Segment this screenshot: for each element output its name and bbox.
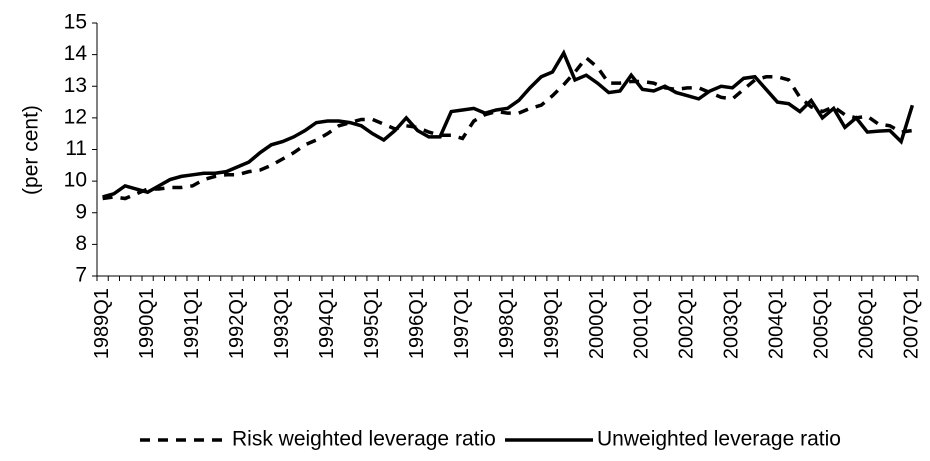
x-tick-label: 2002Q1 — [676, 288, 698, 359]
x-tick-label: 2004Q1 — [766, 288, 788, 359]
x-tick-label: 1994Q1 — [316, 288, 338, 359]
y-tick-label: 14 — [64, 42, 88, 65]
x-tick-label: 1993Q1 — [271, 288, 293, 359]
x-tick-label: 1999Q1 — [541, 288, 563, 359]
x-tick-label: 1992Q1 — [226, 288, 248, 359]
x-tick-label: 1995Q1 — [361, 288, 383, 359]
x-tick-label: 1998Q1 — [496, 288, 518, 359]
y-axis-label: (per cent) — [20, 105, 43, 195]
y-tick-label: 7 — [75, 264, 87, 287]
y-tick-label: 8 — [75, 232, 87, 255]
x-tick-label: 2007Q1 — [901, 288, 923, 359]
x-tick-label: 2001Q1 — [631, 288, 653, 359]
x-tick-label: 2000Q1 — [586, 288, 608, 359]
y-tick-label: 12 — [64, 105, 87, 128]
x-tick-label: 1991Q1 — [181, 288, 203, 359]
series-line — [102, 55, 913, 201]
y-tick-label: 10 — [64, 169, 87, 192]
x-tick-label: 2006Q1 — [856, 288, 878, 359]
series-line — [102, 49, 915, 199]
y-tick-label: 9 — [75, 200, 87, 223]
legend-label: Unweighted leverage ratio — [597, 428, 841, 451]
x-tick-label: 2005Q1 — [811, 288, 833, 359]
x-tick-label: 1990Q1 — [136, 288, 158, 359]
x-tick-label: 2003Q1 — [721, 288, 743, 359]
x-tick-label: 1996Q1 — [406, 288, 428, 359]
x-tick-label: 1989Q1 — [91, 288, 113, 359]
y-tick-label: 11 — [65, 137, 87, 160]
y-tick-label: 15 — [64, 11, 87, 34]
y-tick-label: 13 — [64, 74, 87, 97]
legend-label: Risk weighted leverage ratio — [232, 428, 496, 451]
x-tick-label: 1997Q1 — [451, 288, 473, 359]
